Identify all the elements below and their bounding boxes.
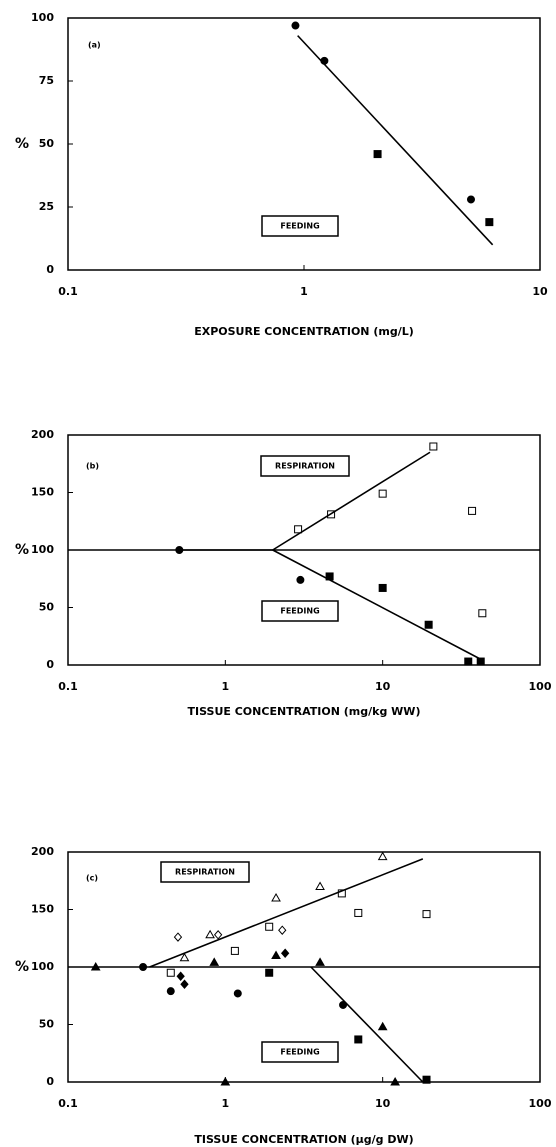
y-tick-label: 50 xyxy=(39,601,55,614)
x-tick-label: 100 xyxy=(529,1097,552,1110)
point xyxy=(315,957,325,966)
point xyxy=(468,506,477,515)
point xyxy=(466,195,475,204)
annotation-box xyxy=(160,861,250,883)
point xyxy=(176,971,185,981)
panel-label: (a) xyxy=(88,41,101,50)
fit-line xyxy=(310,966,424,1083)
x-tick-label: 1 xyxy=(222,1097,230,1110)
point xyxy=(230,946,239,955)
x-axis-label: TISSUE CONCENTRATION (mg/kg WW) xyxy=(188,705,421,718)
y-tick-label: 100 xyxy=(31,543,54,556)
x-tick-label: 1 xyxy=(300,285,308,298)
y-tick-label: 0 xyxy=(46,263,54,276)
point xyxy=(478,609,487,618)
y-tick-label: 75 xyxy=(39,74,54,87)
point xyxy=(373,150,382,159)
x-tick-label: 1 xyxy=(222,680,230,693)
annotation-box xyxy=(260,455,350,477)
point xyxy=(271,892,281,902)
point xyxy=(296,575,305,584)
annotation: FEEDING xyxy=(280,222,319,231)
y-tick-label: 200 xyxy=(31,428,54,441)
point xyxy=(378,583,387,592)
x-tick-label: 100 xyxy=(529,680,552,693)
point xyxy=(429,442,438,451)
y-tick-label: 50 xyxy=(39,137,55,150)
x-axis-label: TISSUE CONCENTRATION (µg/g DW) xyxy=(194,1133,413,1146)
point xyxy=(390,1076,400,1086)
x-tick-label: 10 xyxy=(532,285,548,298)
y-axis-label: % xyxy=(15,959,29,975)
point xyxy=(291,21,300,30)
point xyxy=(354,1035,363,1044)
point xyxy=(180,979,189,990)
point xyxy=(354,908,363,917)
y-tick-label: 100 xyxy=(31,11,54,24)
annotation-box xyxy=(261,1041,339,1063)
x-axis-label: EXPOSURE CONCENTRATION (mg/L) xyxy=(194,325,414,338)
y-tick-label: 150 xyxy=(31,903,54,916)
annotation: FEEDING xyxy=(280,607,319,616)
point xyxy=(377,1021,388,1031)
y-axis-label: % xyxy=(15,136,29,152)
point xyxy=(265,968,274,977)
annotation: RESPIRATION xyxy=(275,462,335,471)
annotation: FEEDING xyxy=(280,1048,319,1057)
fit-line xyxy=(149,858,424,968)
point xyxy=(476,657,485,666)
point xyxy=(337,889,346,898)
point xyxy=(294,525,303,534)
x-tick-label: 10 xyxy=(375,1097,391,1110)
point xyxy=(173,932,183,942)
point xyxy=(179,952,190,962)
annotation-box xyxy=(261,600,339,622)
y-tick-label: 150 xyxy=(31,486,54,499)
point xyxy=(485,218,494,227)
fit-line xyxy=(272,451,431,551)
y-tick-label: 50 xyxy=(39,1018,55,1031)
point xyxy=(271,950,281,959)
y-tick-label: 200 xyxy=(31,845,54,858)
x-tick-label: 0.1 xyxy=(58,1097,78,1110)
fit-line xyxy=(297,35,494,246)
point xyxy=(209,957,220,966)
point xyxy=(422,910,431,919)
x-tick-label: 0.1 xyxy=(58,680,78,693)
y-tick-label: 100 xyxy=(31,960,54,973)
point xyxy=(233,989,242,998)
panel-label: (b) xyxy=(86,462,99,471)
point xyxy=(422,1075,431,1084)
x-tick-label: 10 xyxy=(375,680,391,693)
point xyxy=(280,948,290,958)
point xyxy=(315,881,325,890)
y-tick-label: 25 xyxy=(39,200,54,213)
y-tick-label: 0 xyxy=(46,1075,54,1088)
annotation: RESPIRATION xyxy=(175,868,235,877)
y-tick-label: 0 xyxy=(46,658,54,671)
annotation-box xyxy=(261,215,339,237)
point xyxy=(424,620,433,629)
point xyxy=(205,929,215,939)
fit-line xyxy=(272,549,482,660)
point xyxy=(278,925,287,935)
x-tick-label: 0.1 xyxy=(58,285,78,298)
y-axis-label: % xyxy=(15,542,29,558)
point xyxy=(377,851,388,861)
point xyxy=(464,657,473,666)
point xyxy=(378,489,387,498)
point xyxy=(166,968,175,977)
point xyxy=(339,1000,348,1009)
point xyxy=(213,930,223,940)
point xyxy=(220,1076,231,1086)
point xyxy=(166,987,175,996)
point xyxy=(265,922,274,931)
panel-label: (c) xyxy=(86,874,98,883)
